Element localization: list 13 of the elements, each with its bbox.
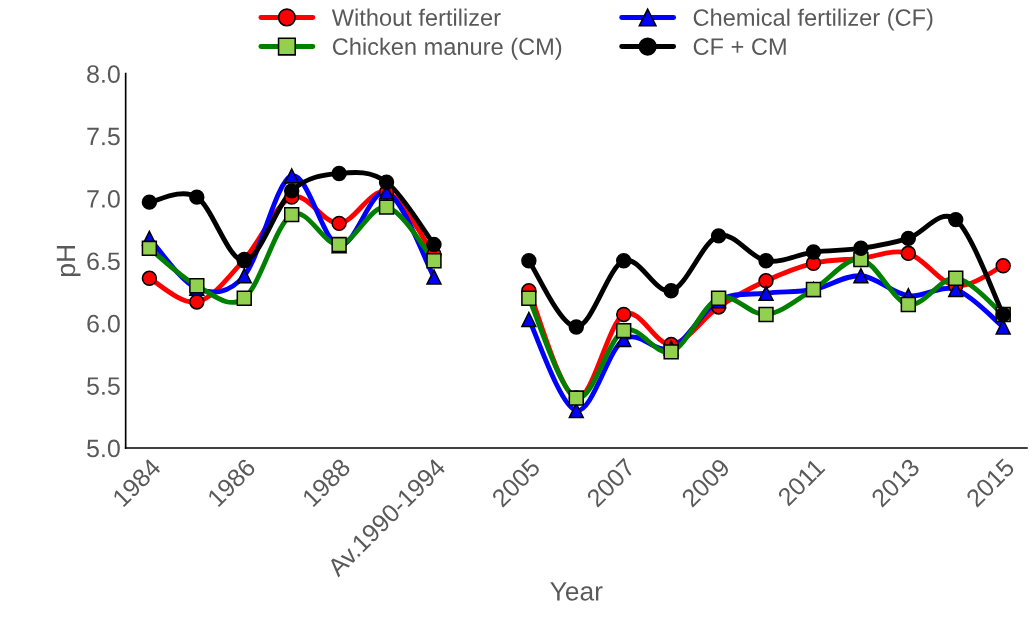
legend-label: Chicken manure (CM) [332, 37, 562, 60]
y-tick-label: 7.0 [87, 190, 120, 208]
legend-label: Without fertilizer [331, 8, 501, 26]
y-tick-label: 5.5 [87, 377, 120, 395]
y-tick-label: 5.0 [87, 439, 120, 458]
legend-label: Chemical fertilizer (CF) [693, 8, 933, 31]
y-tick-label: 6.0 [87, 314, 120, 333]
y-tick-label: 6.5 [87, 252, 120, 271]
y-axis-title: pH [56, 246, 81, 276]
x-axis-title: Year [550, 582, 603, 601]
legend-label: CF + CM [693, 38, 786, 56]
y-tick-label: 7.5 [87, 127, 120, 146]
y-tick-label: 8.0 [87, 65, 120, 83]
